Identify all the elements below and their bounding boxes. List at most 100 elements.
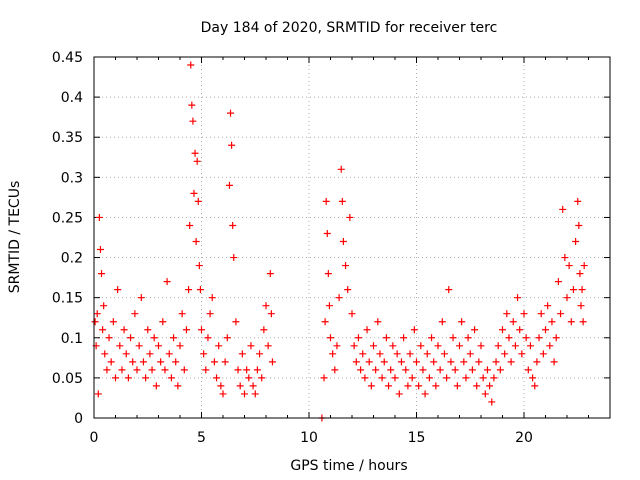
data-point — [417, 342, 425, 350]
x-tick-label: 0 — [90, 430, 99, 446]
data-point — [535, 334, 543, 342]
data-point — [185, 286, 193, 294]
data-point — [539, 350, 547, 358]
data-point — [479, 374, 487, 382]
y-tick-label: 0.25 — [52, 210, 83, 226]
data-point — [458, 318, 466, 326]
data-point — [266, 270, 274, 278]
data-point — [400, 334, 408, 342]
data-point — [228, 141, 236, 149]
data-point — [554, 278, 562, 286]
data-point — [518, 350, 526, 358]
data-point — [567, 318, 575, 326]
data-point — [118, 366, 126, 374]
data-point — [531, 382, 539, 390]
data-point — [344, 286, 352, 294]
data-point — [243, 366, 251, 374]
y-tick-label: 0.05 — [52, 371, 83, 387]
data-point — [378, 374, 386, 382]
data-point — [577, 302, 585, 310]
data-point — [91, 318, 99, 326]
data-point — [574, 197, 582, 205]
data-point — [496, 366, 504, 374]
data-point — [445, 286, 453, 294]
data-point — [464, 334, 472, 342]
data-point — [114, 286, 122, 294]
data-point — [221, 358, 229, 366]
data-point — [129, 358, 137, 366]
data-point — [475, 358, 483, 366]
data-point — [449, 334, 457, 342]
data-point — [187, 61, 195, 69]
data-point — [96, 246, 104, 254]
data-point — [501, 350, 509, 358]
data-point — [325, 302, 333, 310]
data-point — [178, 310, 186, 318]
x-axis-label: GPS time / hours — [290, 458, 407, 474]
data-point — [161, 366, 169, 374]
data-point — [578, 286, 586, 294]
data-point — [200, 350, 208, 358]
data-point — [350, 342, 358, 350]
data-point — [415, 382, 423, 390]
data-point — [382, 334, 390, 342]
data-point — [505, 334, 513, 342]
data-point — [365, 358, 373, 366]
data-point — [492, 358, 500, 366]
data-point — [100, 302, 108, 310]
data-point — [516, 326, 524, 334]
data-point — [389, 342, 397, 350]
data-point — [247, 342, 255, 350]
data-point — [548, 318, 556, 326]
y-tick-label: 0.15 — [52, 291, 83, 307]
data-point — [481, 390, 489, 398]
data-point — [142, 374, 150, 382]
data-point — [428, 334, 436, 342]
data-point — [182, 326, 190, 334]
data-point — [453, 382, 461, 390]
data-point — [324, 270, 332, 278]
data-point — [359, 350, 367, 358]
data-point — [440, 350, 448, 358]
data-point — [447, 358, 455, 366]
data-point — [196, 286, 204, 294]
data-point — [192, 238, 200, 246]
data-point — [94, 390, 102, 398]
data-point — [354, 334, 362, 342]
data-point — [542, 326, 549, 334]
data-point — [232, 318, 240, 326]
data-point — [561, 254, 569, 262]
data-point — [569, 286, 577, 294]
data-point — [546, 342, 554, 350]
data-point — [352, 358, 360, 366]
data-point — [172, 358, 180, 366]
data-point — [206, 310, 214, 318]
data-point — [122, 350, 130, 358]
y-tick-label: 0.2 — [61, 251, 83, 267]
data-point — [342, 262, 350, 270]
data-point — [393, 350, 401, 358]
data-point — [219, 390, 227, 398]
data-point — [494, 342, 502, 350]
data-point — [227, 109, 235, 117]
data-point — [103, 366, 111, 374]
data-point — [150, 334, 158, 342]
data-point — [170, 334, 178, 342]
data-point — [267, 310, 275, 318]
data-point — [107, 358, 115, 366]
data-point — [335, 294, 343, 302]
data-point — [430, 358, 438, 366]
data-point — [486, 382, 494, 390]
data-point — [236, 382, 244, 390]
data-point — [198, 326, 205, 334]
data-point — [499, 326, 506, 334]
data-point — [471, 326, 479, 334]
data-point — [131, 310, 139, 318]
data-point — [367, 382, 375, 390]
data-point — [579, 318, 587, 326]
data-point — [391, 374, 399, 382]
data-point — [443, 374, 451, 382]
data-point — [238, 350, 246, 358]
data-point — [339, 238, 347, 246]
